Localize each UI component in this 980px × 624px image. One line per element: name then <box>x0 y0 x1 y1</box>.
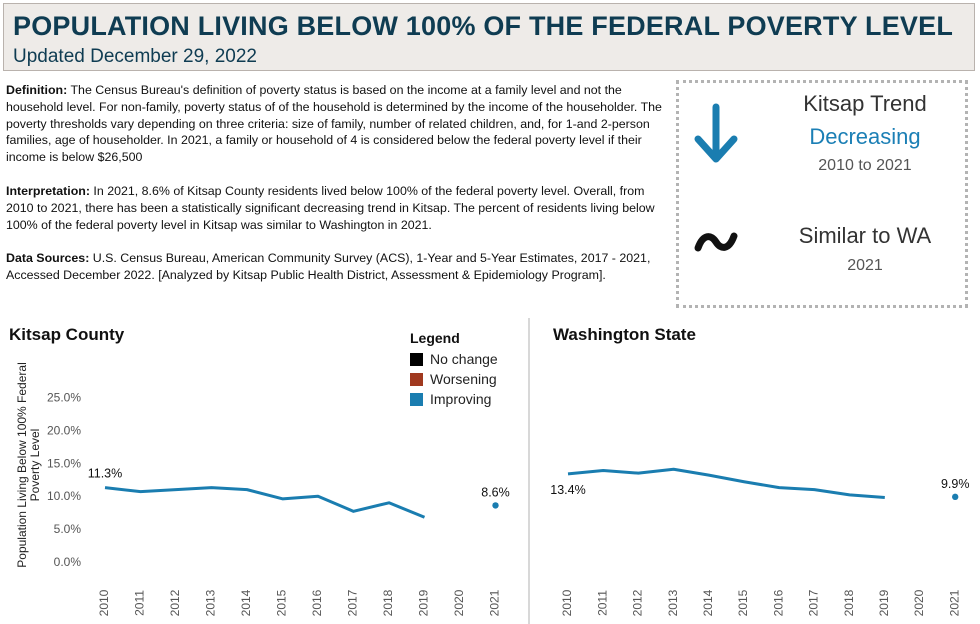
legend-item-no-change: No change <box>410 349 498 369</box>
x-tick-label: 2011 <box>133 590 147 616</box>
kitsap-trend-line <box>104 486 426 519</box>
trend-period: 2010 to 2021 <box>818 157 912 174</box>
data-label-first: 11.3% <box>88 467 123 481</box>
interpretation-text: In 2021, 8.6% of Kitsap County residents… <box>6 183 655 232</box>
interpretation-paragraph: Interpretation: In 2021, 8.6% of Kitsap … <box>6 183 668 233</box>
legend-title: Legend <box>410 330 460 346</box>
legend-label: Improving <box>430 391 492 407</box>
data-label-last: 8.6% <box>481 485 510 499</box>
kitsap-chart-title: Kitsap County <box>9 325 125 344</box>
y-tick-label: 25.0% <box>47 391 81 405</box>
tilde-icon <box>694 232 738 252</box>
x-tick-label: 2013 <box>204 589 218 616</box>
x-tick-label: 2021 <box>488 589 502 616</box>
data-label-last: 9.9% <box>941 477 970 491</box>
updated-date: Updated December 29, 2022 <box>13 46 257 67</box>
header-banner: POPULATION LIVING BELOW 100% OF THE FEDE… <box>3 3 975 71</box>
x-tick-label: 2014 <box>701 589 715 616</box>
comparison-year: 2021 <box>847 257 883 274</box>
x-tick-label: 2015 <box>275 589 289 616</box>
washington-trend-line <box>567 467 885 500</box>
x-tick-label: 2019 <box>417 589 431 616</box>
definition-text: The Census Bureau's definition of povert… <box>6 83 662 165</box>
x-tick-label: 2012 <box>168 589 182 616</box>
trend-summary-box: Kitsap Trend Decreasing 2010 to 2021 Sim… <box>676 80 968 308</box>
x-tick-label: 2017 <box>807 589 821 616</box>
x-tick-label: 2019 <box>877 589 891 616</box>
legend-swatch <box>410 352 423 366</box>
x-tick-label: 2012 <box>631 589 645 616</box>
data-point-2021 <box>952 493 959 501</box>
panel-divider <box>528 318 530 624</box>
data-label-first: 13.4% <box>550 483 585 497</box>
description-panel: Definition: The Census Bureau's definiti… <box>6 82 668 301</box>
x-tick-label: 2013 <box>666 589 680 616</box>
x-tick-label: 2016 <box>771 589 785 616</box>
x-tick-label: 2018 <box>842 589 856 616</box>
y-tick-label: 20.0% <box>47 423 81 437</box>
trend-value: Decreasing <box>809 124 921 149</box>
legend: Legend No change Worsening Improving <box>410 330 498 409</box>
legend-item-improving: Improving <box>410 389 498 409</box>
sources-text: U.S. Census Bureau, American Community S… <box>6 251 651 283</box>
definition-label: Definition: <box>6 83 68 97</box>
legend-swatch <box>410 392 423 406</box>
y-tick-label: 5.0% <box>54 522 82 536</box>
x-tick-label: 2015 <box>736 589 750 616</box>
legend-swatch <box>410 372 423 386</box>
x-tick-label: 2014 <box>239 589 253 616</box>
x-tick-label: 2020 <box>912 589 926 616</box>
y-tick-label: 0.0% <box>54 555 82 569</box>
legend-label: Worsening <box>430 371 497 387</box>
data-point-2021 <box>492 502 499 509</box>
page-title: POPULATION LIVING BELOW 100% OF THE FEDE… <box>13 11 954 41</box>
interpretation-label: Interpretation: <box>6 183 90 198</box>
x-tick-label: 2011 <box>595 590 609 616</box>
y-tick-label: 10.0% <box>47 489 81 503</box>
arrow-down-icon <box>694 103 738 163</box>
x-tick-label: 2010 <box>560 589 574 616</box>
definition-paragraph: Definition: The Census Bureau's definiti… <box>6 82 668 166</box>
legend-item-worsening: Worsening <box>410 369 498 389</box>
y-tick-label: 15.0% <box>47 456 81 470</box>
comparison-title: Similar to WA <box>798 223 932 248</box>
washington-chart-title: Washington State <box>553 325 696 344</box>
sources-label: Data Sources: <box>6 251 90 266</box>
legend-label: No change <box>430 351 498 367</box>
x-tick-label: 2010 <box>97 589 111 616</box>
x-tick-label: 2018 <box>381 589 395 616</box>
sources-paragraph: Data Sources: U.S. Census Bureau, Americ… <box>6 250 668 284</box>
x-tick-label: 2021 <box>947 589 961 616</box>
x-tick-label: 2017 <box>346 589 360 616</box>
x-tick-label: 2020 <box>452 589 466 616</box>
x-tick-label: 2016 <box>310 589 324 616</box>
trend-title: Kitsap Trend <box>803 91 927 116</box>
